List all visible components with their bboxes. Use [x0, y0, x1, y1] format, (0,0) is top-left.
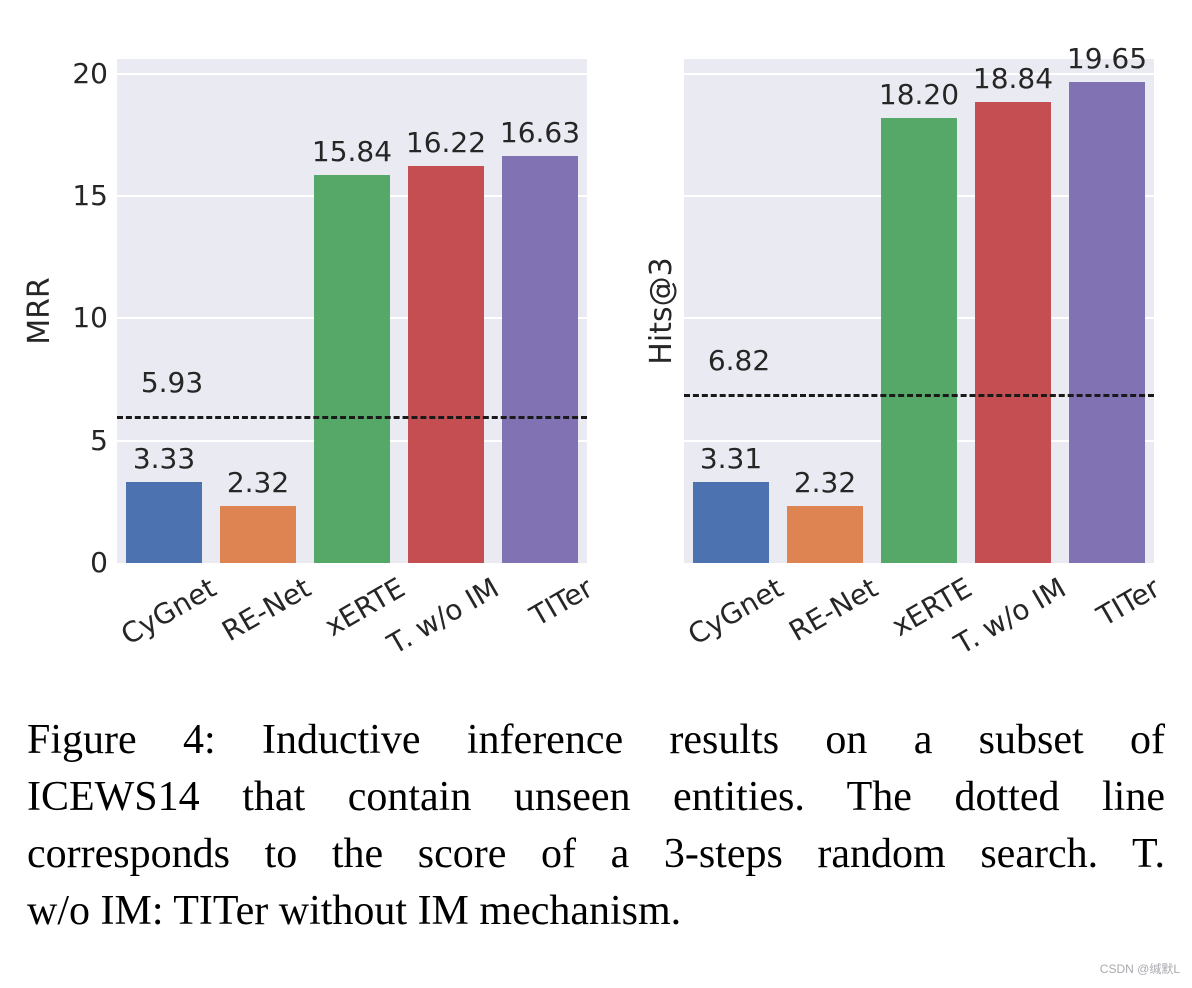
bar-re-net	[787, 506, 863, 563]
bar-value-label: 19.65	[1066, 42, 1148, 76]
ytick-label: 10	[72, 301, 108, 335]
figure-caption: Figure 4: Inductive inference results on…	[27, 712, 1165, 940]
bar-value-label: 2.32	[793, 466, 857, 500]
caption-line: ICEWS14 that contain unseen entities. Th…	[27, 774, 1165, 820]
gridline	[684, 72, 1154, 75]
figure-canvas: 3.33 CyGnet 2.32 RE-Net 15.84 xERTE 16.22 T. w/…	[22, 42, 1165, 661]
bar-value-label: 18.84	[972, 62, 1054, 96]
xtick-label: RE-Net	[783, 571, 883, 648]
baseline-label: 5.93	[140, 365, 204, 399]
bar-value-label: 2.32	[226, 466, 290, 500]
bar-value-label: 16.22	[405, 126, 487, 160]
bar-xerte	[881, 117, 957, 563]
bar-value-label: 16.63	[499, 116, 581, 150]
baseline	[117, 415, 587, 419]
xtick-label: RE-Net	[216, 571, 316, 648]
xtick-label: CyGnet	[115, 571, 222, 652]
watermark: CSDN @缄默L	[1099, 962, 1180, 976]
ytick-label: 5	[90, 423, 108, 457]
ytick-label: 15	[72, 179, 108, 212]
bar-value-label: 3.33	[132, 441, 196, 475]
bar-cygnet	[126, 481, 202, 563]
bar-t-w-o-im	[408, 166, 484, 563]
bar-xerte	[314, 175, 390, 563]
caption-line: Figure 4: Inductive inference results on…	[27, 717, 1165, 763]
caption-line: corresponds to the score of a 3-steps ra…	[27, 831, 1165, 877]
caption-line: w/o IM: TITer without IM mechanism.	[27, 888, 682, 934]
baseline	[684, 394, 1154, 398]
bar-cygnet	[693, 482, 769, 563]
bar-titer	[1069, 82, 1145, 563]
bar-re-net	[220, 506, 296, 563]
y-axis-label: Hits@3	[644, 257, 679, 365]
bar-t-w-o-im	[975, 102, 1051, 563]
y-axis-label: MRR	[22, 277, 57, 345]
xtick-label: CyGnet	[682, 571, 789, 652]
baseline-label: 6.82	[707, 344, 771, 378]
bar-value-label: 18.20	[878, 77, 960, 111]
xtick-label: TITer	[1090, 571, 1165, 633]
bar-value-label: 3.31	[699, 442, 763, 476]
bar-titer	[502, 156, 578, 563]
gridline	[117, 72, 587, 75]
bar-value-label: 15.84	[311, 135, 393, 169]
ytick-label: 20	[72, 56, 108, 90]
xtick-label: TITer	[523, 571, 598, 633]
ytick-label: 0	[90, 546, 108, 579]
